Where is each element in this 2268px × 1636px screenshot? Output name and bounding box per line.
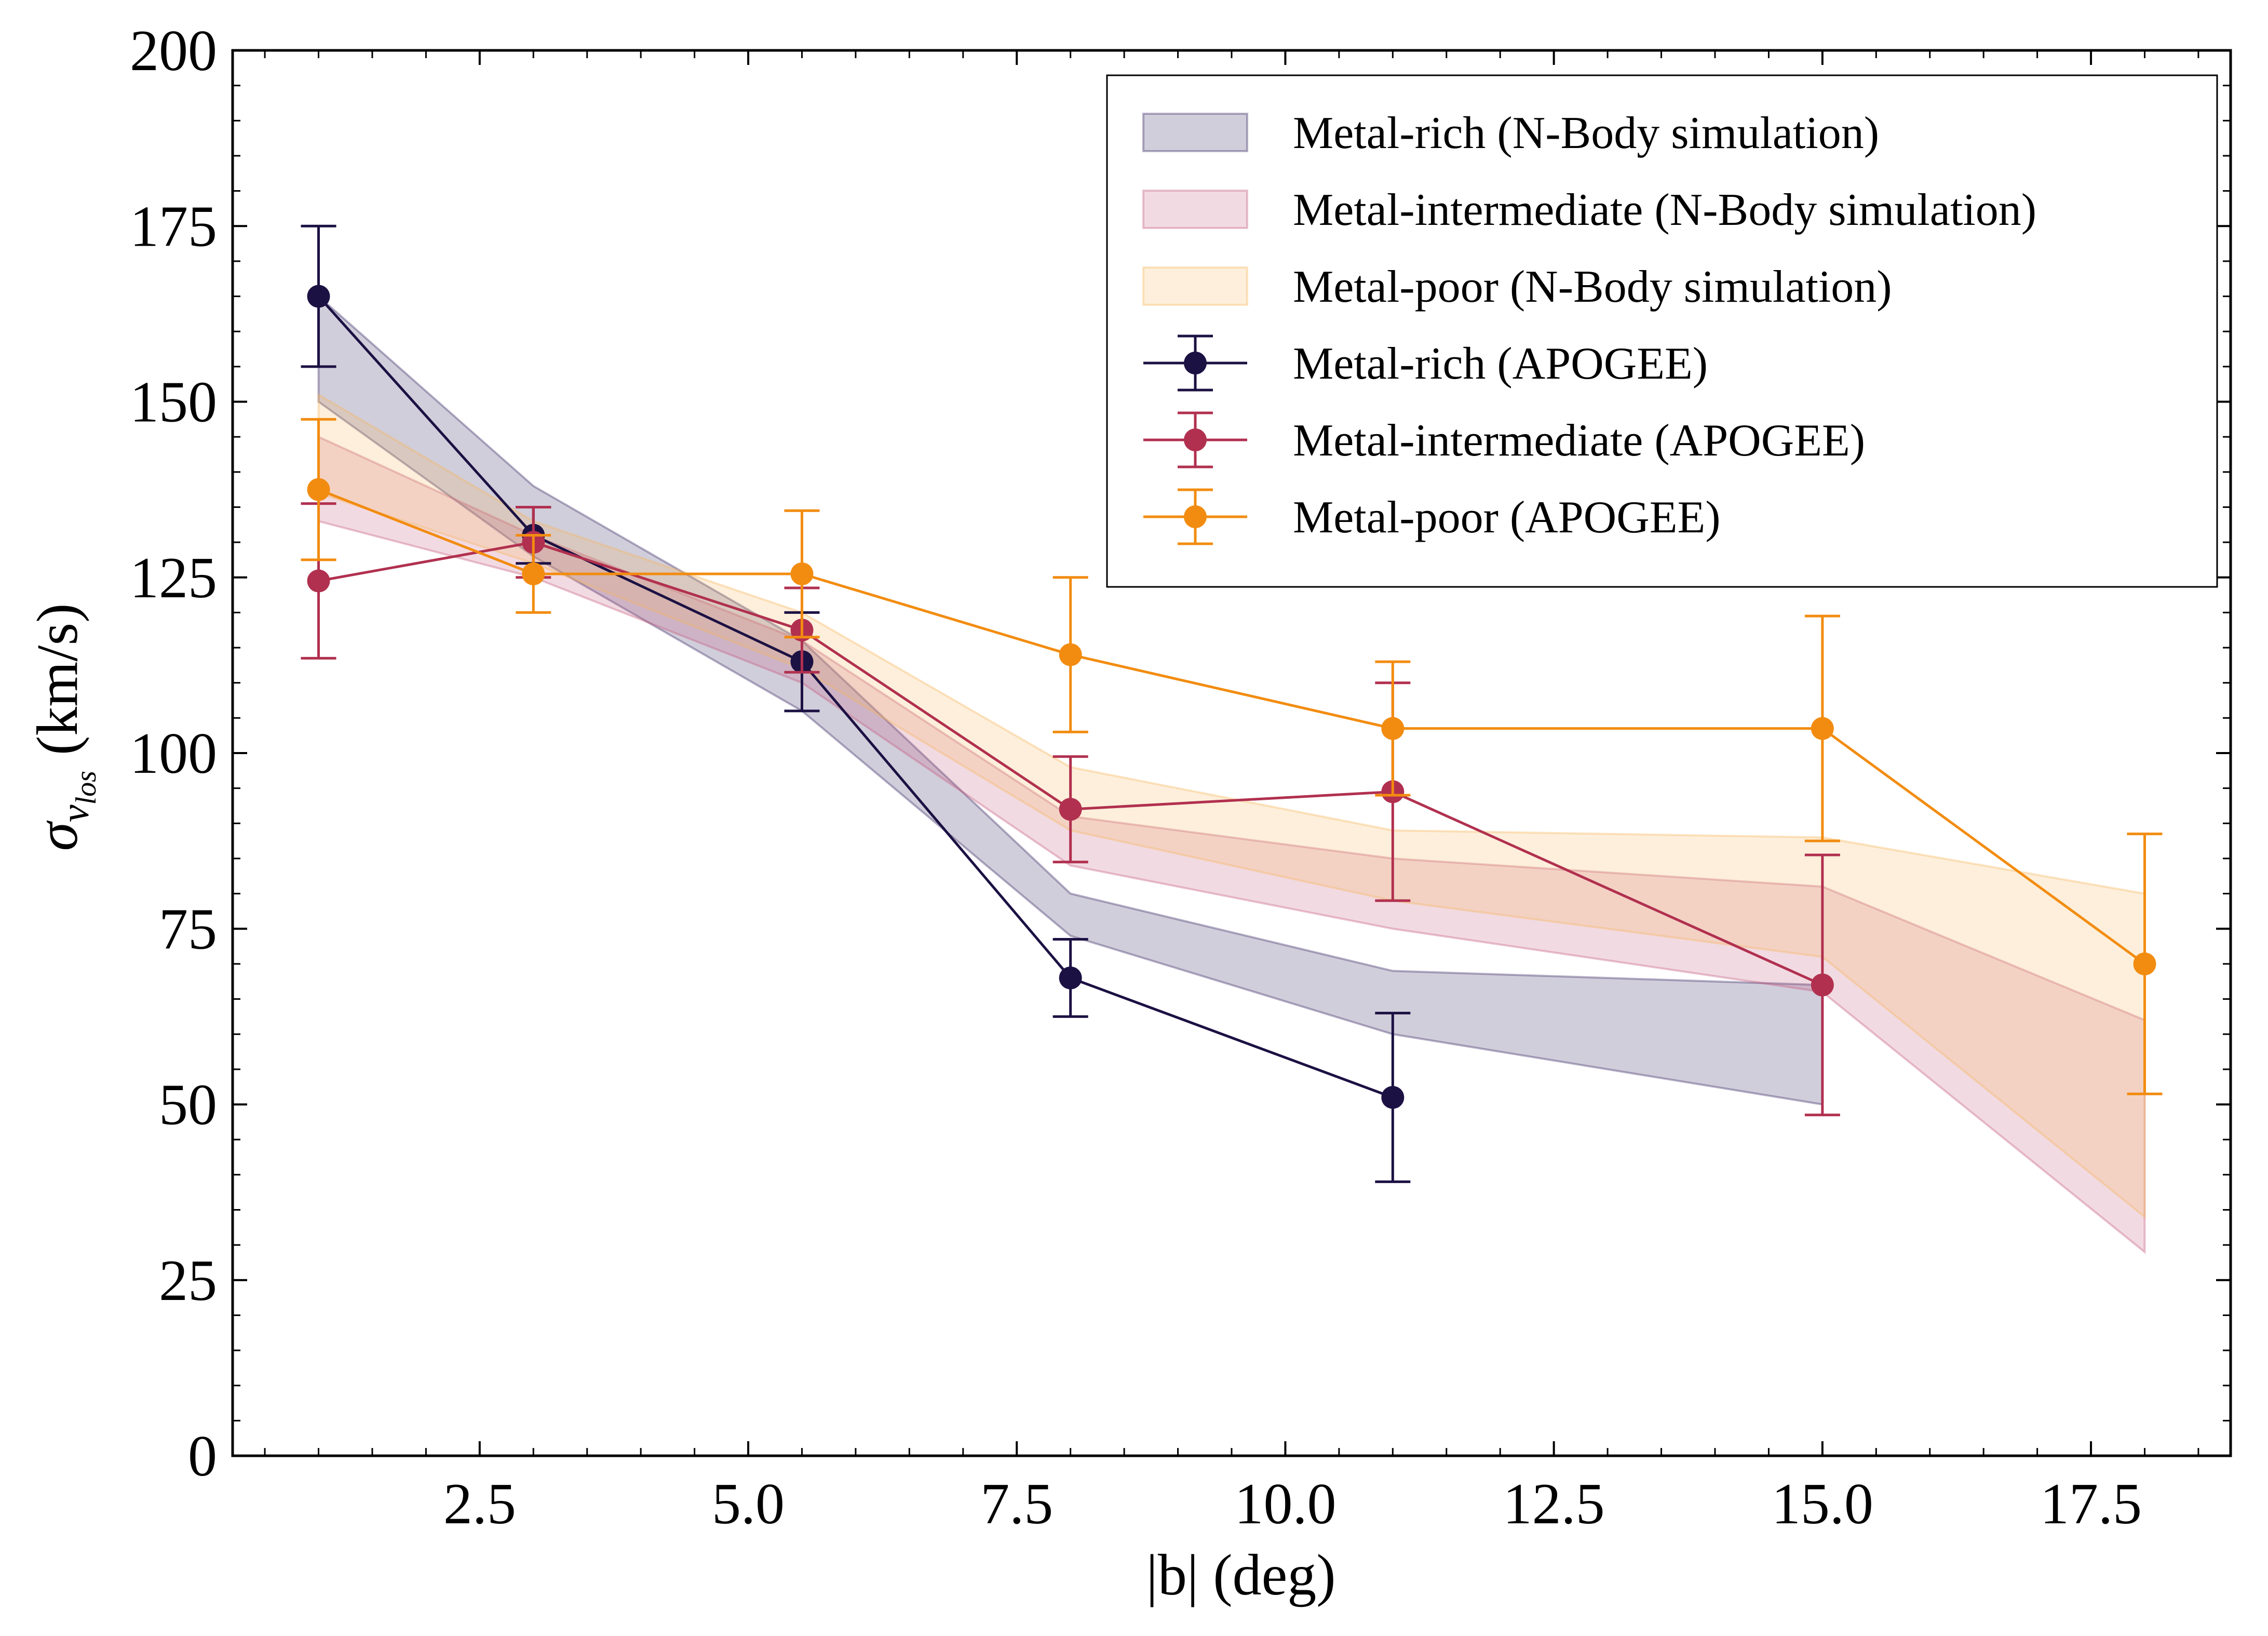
y-label-v: v [53, 804, 97, 822]
x-tick-label: 7.5 [980, 1472, 1053, 1536]
x-tick-label: 15.0 [1772, 1472, 1873, 1536]
y-tick-label: 100 [130, 721, 217, 786]
y-tick-label: 150 [130, 370, 217, 435]
data-point [307, 285, 330, 308]
x-tick-label: 17.5 [2040, 1472, 2142, 1536]
series-3 [301, 418, 2163, 1095]
legend-box [1106, 74, 2218, 588]
y-tick-label: 175 [130, 194, 217, 259]
legend-marker [1184, 428, 1207, 451]
legend-swatch-band [1142, 266, 1248, 306]
y-label-sigma: σ [25, 820, 90, 851]
legend-label: Metal-intermediate (N-Body simulation) [1293, 185, 2036, 235]
data-point [1059, 798, 1082, 821]
y-axis-label: σvlos (km/s) [25, 604, 102, 851]
x-tick-label: 5.0 [712, 1472, 785, 1536]
data-point [1811, 717, 1834, 740]
y-label-units: (km/s) [25, 604, 90, 755]
y-tick-label: 0 [188, 1424, 217, 1489]
band-3 [317, 393, 2146, 1219]
legend-label: Metal-poor (APOGEE) [1293, 492, 1721, 543]
y-label-sub: los [70, 771, 102, 804]
data-point [2133, 952, 2156, 975]
y-tick-label: 75 [159, 897, 217, 961]
x-tick-label: 2.5 [443, 1472, 516, 1536]
data-point [1381, 1085, 1405, 1109]
series-layer [301, 224, 2163, 1183]
data-point [307, 478, 330, 501]
data-point [1811, 973, 1834, 997]
legend-swatch-band [1142, 113, 1248, 152]
legend-label: Metal-poor (N-Body simulation) [1293, 262, 1892, 312]
data-point [522, 562, 545, 585]
y-tick-label: 125 [130, 546, 217, 610]
axis-ticks: 2.5 5.0 7.5 10.0 12.5 15.0 17.5 0 25 50 75 100 125 15… [130, 19, 2231, 1536]
svg-text:σvlos(km/s): σvlos (km/s) [25, 604, 102, 851]
x-tick-label: 10.0 [1234, 1472, 1336, 1536]
band-2 [317, 435, 2146, 1254]
data-point [307, 569, 330, 593]
data-point [1059, 643, 1082, 666]
legend-label: Metal-rich (N-Body simulation) [1293, 108, 1879, 158]
legend: Metal-rich (N-Body simulation) Metal-inte… [1106, 74, 2218, 588]
legend-label: Metal-rich (APOGEE) [1293, 339, 1708, 389]
x-axis-label: |b| (deg) [1146, 1543, 1335, 1607]
y-tick-label: 50 [159, 1073, 217, 1137]
y-tick-label: 25 [159, 1249, 217, 1313]
legend-label: Metal-intermediate (APOGEE) [1293, 415, 1865, 466]
legend-marker [1184, 505, 1207, 528]
series-line [318, 541, 1823, 986]
data-point [1059, 966, 1082, 989]
legend-swatch-band [1142, 190, 1248, 229]
y-tick-label: 200 [130, 19, 217, 83]
legend-marker [1184, 352, 1207, 374]
data-point [790, 562, 814, 585]
data-point [1381, 717, 1405, 740]
x-tick-label: 12.5 [1503, 1472, 1605, 1536]
